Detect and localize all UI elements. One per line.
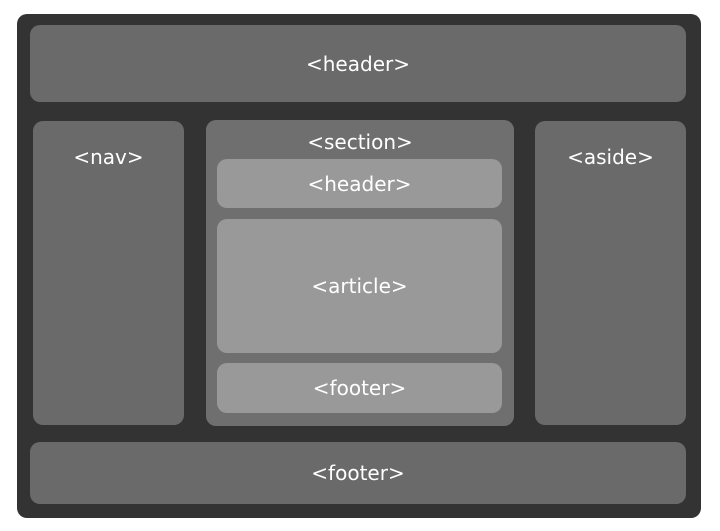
section-header-label: <header> — [307, 171, 412, 196]
article-label: <article> — [311, 274, 408, 298]
page-footer-label: <footer> — [311, 461, 405, 485]
section-footer-label: <footer> — [312, 376, 407, 400]
section-block: <section> <header> <article> <footer> — [206, 120, 514, 426]
section-label: <section> — [307, 130, 413, 154]
layout-frame: <header> <nav> <section> <header> <artic… — [17, 14, 701, 518]
page-header-label: <header> — [306, 51, 410, 76]
nav-block: <nav> — [33, 121, 184, 425]
aside-label: <aside> — [567, 145, 654, 169]
aside-block: <aside> — [535, 121, 686, 425]
article-block: <article> — [217, 219, 502, 353]
nav-label: <nav> — [73, 145, 144, 169]
section-footer-block: <footer> — [217, 363, 502, 413]
page-header-block: <header> — [30, 25, 686, 102]
page-footer-block: <footer> — [30, 442, 686, 504]
section-header-block: <header> — [217, 159, 502, 208]
